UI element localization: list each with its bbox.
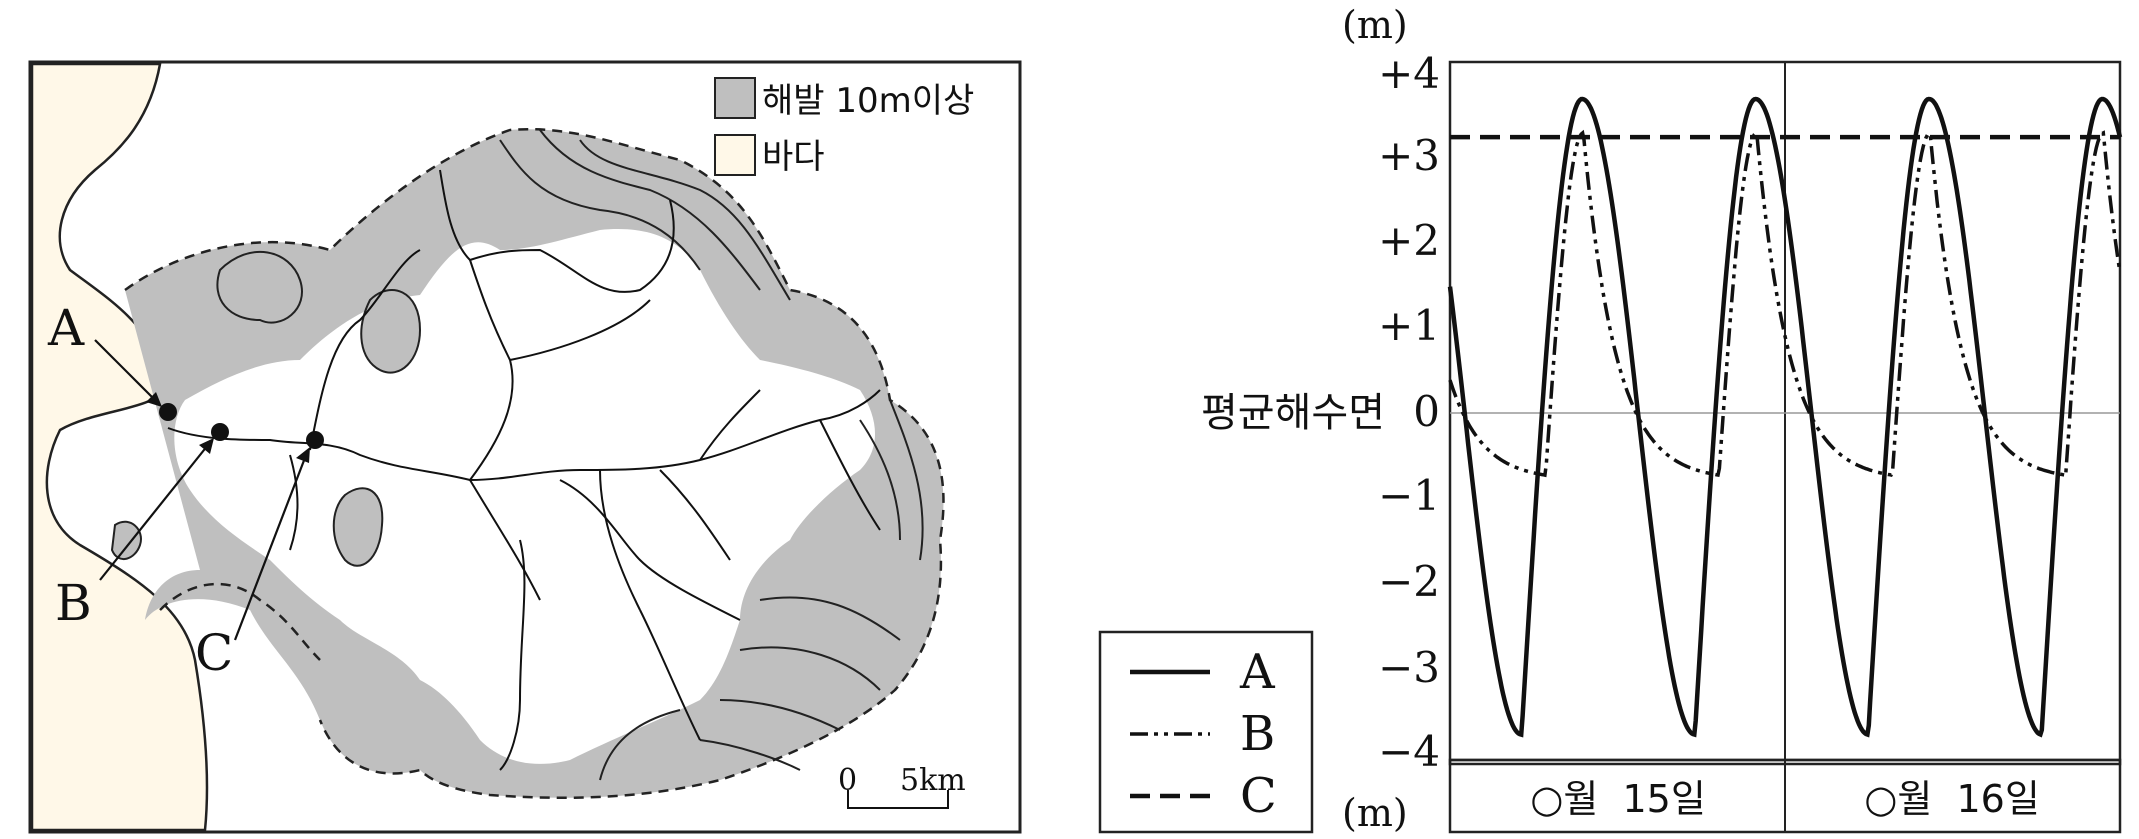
arrow-b-head	[199, 438, 214, 454]
day-label-15: ○월 15일	[1530, 777, 1706, 821]
legend-swatch-upland	[714, 77, 756, 119]
point-a-label: A	[47, 299, 85, 357]
map-legend: 해발 10m이상 바다	[714, 77, 974, 177]
y-unit-bottom: (m)	[1342, 791, 1408, 835]
day-label-16: ○월 16일	[1864, 777, 2040, 821]
measurement-points: A B C	[47, 299, 324, 682]
series-a-line	[1447, 96, 2123, 738]
legend-c-label: C	[1240, 768, 1277, 824]
upland-island-1	[216, 251, 303, 324]
y-axis-ticks: +4 +3 +2 +1 0 −1 −2 −3 −4	[1378, 49, 1440, 776]
upland-boundary-south	[159, 582, 321, 661]
x-axis-box	[1448, 758, 2122, 834]
upland-island-4	[110, 520, 142, 560]
point-c-label: C	[195, 624, 233, 682]
y-tick-label: −1	[1378, 471, 1440, 520]
series-layer	[1447, 96, 2123, 738]
legend-a-label: A	[1239, 644, 1276, 700]
contour-lines	[499, 129, 924, 781]
mean-sea-level-label: 평균해수면	[1201, 390, 1385, 436]
y-tick-label: +2	[1378, 216, 1440, 265]
arrow-b	[99, 439, 213, 581]
legend-sea-label: 바다	[762, 137, 825, 177]
y-tick-label: +3	[1378, 131, 1440, 180]
point-a-marker	[159, 403, 177, 421]
series-b-line	[1448, 129, 2122, 481]
upland-boundary	[124, 128, 945, 800]
legend-upland-label: 해발 10m이상	[762, 81, 974, 121]
river-network	[167, 169, 881, 771]
y-tick-label: +4	[1378, 49, 1440, 98]
y-unit-top: (m)	[1342, 3, 1408, 47]
arrow-c	[233, 449, 310, 641]
map-panel: A B C 해발 10m이상 바다 0 5km	[28, 60, 1022, 834]
point-c-marker	[306, 431, 324, 449]
y-tick-label: −3	[1378, 643, 1440, 692]
arrow-c-head	[296, 447, 310, 463]
point-b-label: B	[55, 574, 92, 632]
point-b-marker	[211, 423, 229, 441]
chart-legend-box	[1098, 630, 1314, 834]
scale-distance-label: 5km	[900, 763, 966, 798]
arrow-a	[94, 339, 161, 406]
chart-legend: A B C	[1098, 630, 1314, 834]
y-tick-label: −4	[1378, 727, 1440, 776]
y-tick-label: 0	[1413, 387, 1440, 436]
y-tick-label: +1	[1378, 301, 1440, 350]
scale-bar: 0 5km	[838, 763, 966, 809]
arrow-a-head	[146, 392, 162, 407]
y-tick-label: −2	[1378, 557, 1440, 606]
upland-island-3	[332, 487, 384, 567]
scale-zero-label: 0	[838, 763, 857, 798]
tide-chart: (m) (m) +4 +3 +2 +1 0 −1 −2 −3 −4 평균해수면 …	[1098, 3, 2123, 835]
sea-area	[30, 62, 209, 832]
lowland	[174, 229, 875, 764]
legend-b-label: B	[1240, 706, 1275, 762]
legend-swatch-sea	[714, 134, 756, 176]
upland-island-2	[360, 289, 422, 374]
